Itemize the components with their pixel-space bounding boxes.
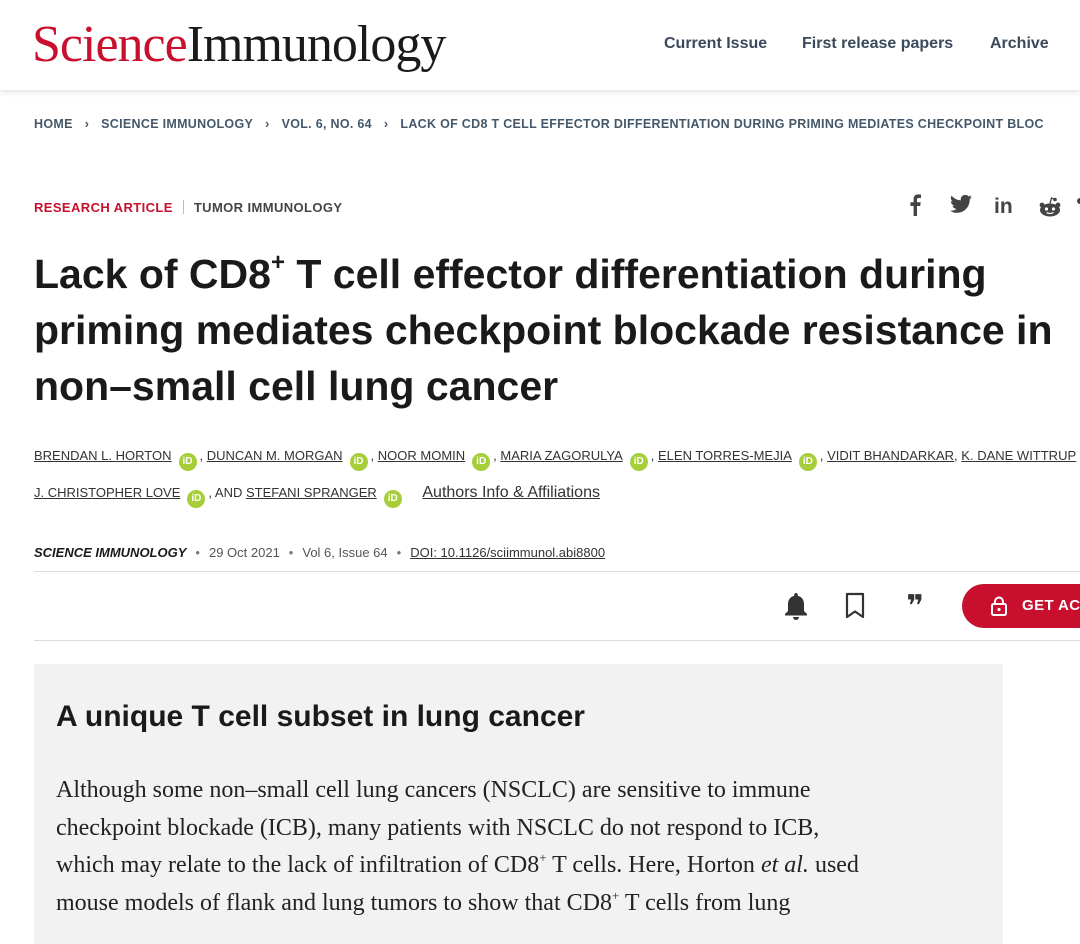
journal-name[interactable]: SCIENCE IMMUNOLOGY bbox=[34, 545, 187, 560]
author-link[interactable]: ELEN TORRES-MEJIA bbox=[658, 448, 792, 463]
author-list-row-2: J. CHRISTOPHER LOVE iD, AND STEFANI SPRAN… bbox=[34, 484, 600, 508]
separator: • bbox=[288, 545, 294, 560]
twitter-icon[interactable] bbox=[950, 194, 972, 220]
author-link[interactable]: K. DANE WITTRUP bbox=[961, 448, 1077, 463]
breadcrumb-journal[interactable]: SCIENCE IMMUNOLOGY bbox=[101, 117, 254, 131]
orcid-icon[interactable]: iD bbox=[187, 490, 206, 508]
breadcrumb-home[interactable]: HOME bbox=[34, 117, 73, 131]
title-line-3: non–small cell lung cancer bbox=[34, 363, 559, 409]
breadcrumb: HOME › SCIENCE IMMUNOLOGY › VOL. 6, NO. 64 › L… bbox=[34, 117, 1044, 131]
orcid-icon[interactable]: iD bbox=[798, 453, 817, 471]
bell-icon[interactable] bbox=[782, 589, 810, 623]
divider bbox=[182, 200, 184, 214]
logo-immunology: Immunology bbox=[186, 16, 447, 73]
orcid-icon[interactable]: iD bbox=[629, 453, 648, 471]
nav-archive[interactable]: Archive bbox=[990, 35, 1049, 52]
author-link[interactable]: BRENDAN L. HORTON bbox=[34, 448, 172, 463]
author-link[interactable]: NOOR MOMIN bbox=[377, 448, 466, 463]
reddit-icon[interactable] bbox=[1038, 197, 1062, 223]
publication-date: 29 Oct 2021 bbox=[208, 545, 280, 560]
authors-info-affiliations-link[interactable]: Authors Info & Affiliations bbox=[422, 484, 600, 501]
get-access-button[interactable]: GET AC bbox=[962, 584, 1080, 628]
bookmark-icon[interactable] bbox=[841, 589, 869, 623]
divider bbox=[34, 571, 1080, 572]
author-link[interactable]: J. CHRISTOPHER LOVE bbox=[34, 485, 181, 500]
article-topic-link[interactable]: TUMOR IMMUNOLOGY bbox=[193, 200, 343, 215]
site-logo[interactable]: ScienceImmunology bbox=[32, 10, 447, 80]
breadcrumb-article: LACK OF CD8 T CELL EFFECTOR DIFFERENTIAT… bbox=[400, 117, 1044, 131]
chevron-right-icon: › bbox=[265, 117, 270, 131]
lock-icon bbox=[990, 596, 1008, 620]
quote-icon[interactable]: ❞ bbox=[906, 588, 924, 624]
author-list-row-1: BRENDAN L. HORTON iD, DUNCAN M. MORGAN iD,… bbox=[34, 448, 1076, 471]
editors-summary: A unique T cell subset in lung cancer Al… bbox=[34, 664, 1003, 944]
breadcrumb-issue[interactable]: VOL. 6, NO. 64 bbox=[281, 117, 372, 131]
get-access-label: GET AC bbox=[1022, 597, 1080, 614]
separator: • bbox=[396, 545, 402, 560]
author-link[interactable]: MARIA ZAGORULYA bbox=[500, 448, 623, 463]
publication-meta: SCIENCE IMMUNOLOGY • 29 Oct 2021 • Vol 6, Is… bbox=[34, 545, 605, 560]
author-link[interactable]: VIDIT BHANDARKAR bbox=[827, 448, 955, 463]
author-link[interactable]: DUNCAN M. MORGAN bbox=[206, 448, 343, 463]
article-type: RESEARCH ARTICLE TUMOR IMMUNOLOGY bbox=[34, 200, 342, 215]
linkedin-icon[interactable]: in bbox=[994, 195, 1013, 218]
title-line-1: Lack of CD8+ T cell effector differentia… bbox=[34, 249, 987, 298]
logo-science: Science bbox=[32, 16, 188, 73]
summary-text: Although some non–small cell lung cancer… bbox=[56, 777, 859, 916]
article-type-label: RESEARCH ARTICLE bbox=[34, 200, 173, 215]
facebook-icon[interactable] bbox=[908, 194, 922, 222]
nav-first-release-papers[interactable]: First release papers bbox=[802, 35, 954, 52]
orcid-icon[interactable]: iD bbox=[383, 490, 402, 508]
orcid-icon[interactable]: iD bbox=[472, 453, 491, 471]
divider bbox=[34, 640, 1080, 641]
chevron-right-icon: › bbox=[383, 117, 389, 131]
chevron-right-icon: › bbox=[84, 117, 90, 131]
more-share-icon[interactable] bbox=[1074, 196, 1080, 222]
orcid-icon[interactable]: iD bbox=[349, 453, 368, 471]
author-link[interactable]: STEFANI SPRANGER bbox=[246, 485, 377, 500]
doi-link[interactable]: DOI: 10.1126/sciimmunol.abi8800 bbox=[410, 545, 606, 560]
volume-issue[interactable]: Vol 6, Issue 64 bbox=[302, 545, 388, 560]
article-title: Lack of CD8+ T cell effector differentia… bbox=[34, 246, 1080, 414]
separator: • bbox=[195, 545, 200, 560]
summary-heading: A unique T cell subset in lung cancer bbox=[56, 700, 585, 733]
nav-current-issue[interactable]: Current Issue bbox=[664, 35, 768, 52]
site-header: ScienceImmunology Current Issue First re… bbox=[0, 0, 1080, 90]
orcid-icon[interactable]: iD bbox=[178, 453, 197, 471]
title-line-2: priming mediates checkpoint blockade res… bbox=[34, 307, 1053, 353]
